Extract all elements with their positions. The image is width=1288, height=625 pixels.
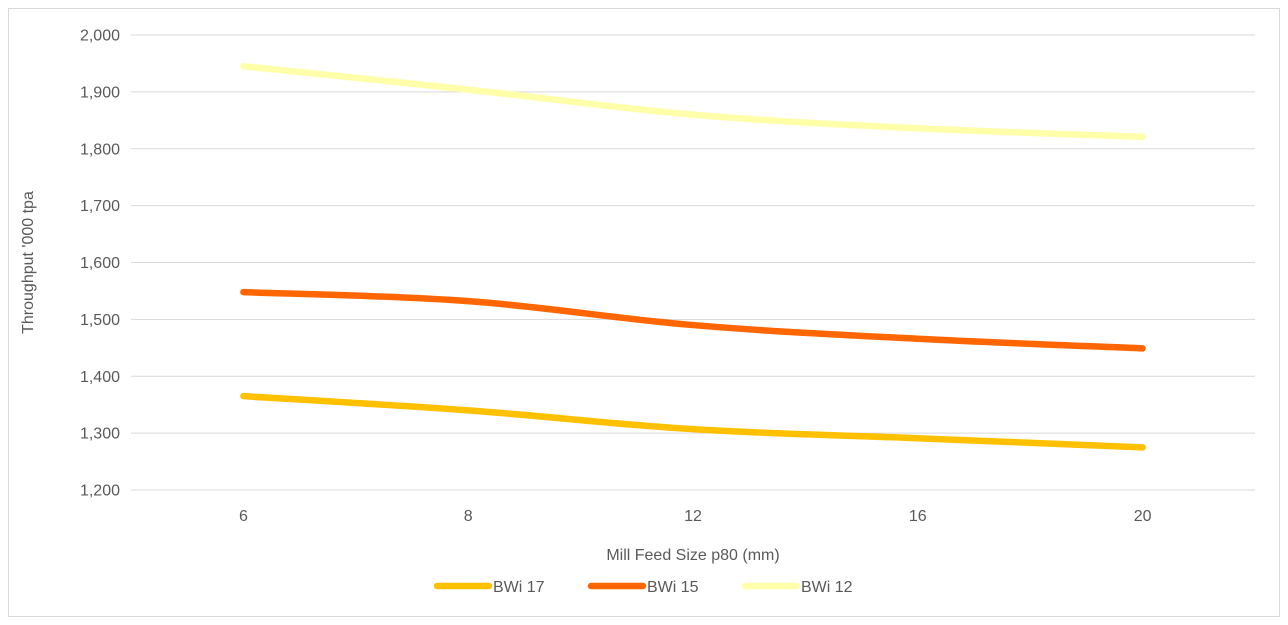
chart-frame: 1,200 1,300 1,400 1,500 1,600 1,700 1,800 1,900… (8, 8, 1280, 617)
legend-label-bwi-17: BWi 17 (493, 579, 545, 596)
x-axis-ticks: 6 8 12 16 20 (239, 508, 1152, 525)
y-tick-label: 1,300 (80, 426, 120, 443)
y-tick-label: 1,900 (80, 84, 120, 101)
y-tick-label: 2,000 (80, 28, 120, 45)
y-tick-label: 1,200 (80, 483, 120, 500)
y-tick-label: 1,700 (80, 198, 120, 215)
series-lines (240, 63, 1146, 451)
series-line-bwi-15 (240, 288, 1146, 352)
gridlines (131, 34, 1255, 434)
legend-label-bwi-15: BWi 15 (647, 579, 699, 596)
y-tick-label: 1,600 (80, 255, 120, 272)
x-tick-label: 8 (464, 508, 473, 525)
legend: BWi 17 BWi 15 BWi 12 (433, 579, 853, 596)
series-line-bwi-12 (240, 63, 1146, 141)
x-tick-label: 12 (684, 508, 702, 525)
x-tick-label: 6 (239, 508, 248, 525)
x-axis-label: Mill Feed Size p80 (mm) (606, 547, 779, 564)
series-line-bwi-17 (240, 392, 1146, 451)
y-tick-label: 1,500 (80, 312, 120, 329)
y-axis-ticks: 1,200 1,300 1,400 1,500 1,600 1,700 1,800 1,900… (80, 28, 120, 500)
y-axis-label: Throughput '000 tpa (20, 191, 37, 334)
line-chart: 1,200 1,300 1,400 1,500 1,600 1,700 1,800 1,900… (20, 28, 1255, 596)
y-tick-label: 1,400 (80, 369, 120, 386)
x-tick-label: 20 (1134, 508, 1152, 525)
x-tick-label: 16 (909, 508, 927, 525)
legend-label-bwi-12: BWi 12 (801, 579, 853, 596)
y-tick-label: 1,800 (80, 141, 120, 158)
